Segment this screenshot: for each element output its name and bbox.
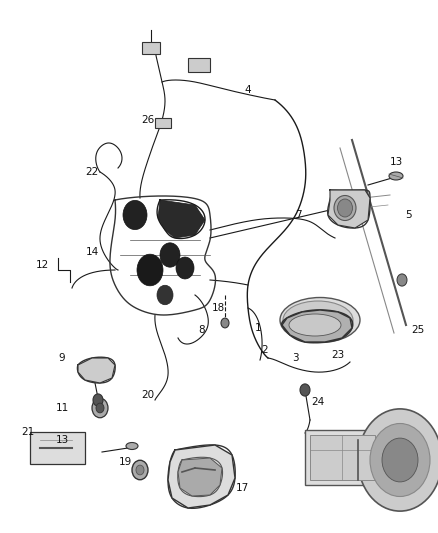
Circle shape — [93, 394, 103, 406]
Text: 26: 26 — [141, 115, 155, 125]
Text: 14: 14 — [85, 247, 99, 257]
Ellipse shape — [280, 297, 360, 343]
Bar — [142, 42, 160, 54]
Circle shape — [221, 318, 229, 328]
Ellipse shape — [283, 301, 353, 339]
Bar — [188, 58, 210, 72]
Text: 8: 8 — [199, 325, 205, 335]
Polygon shape — [282, 310, 352, 342]
Text: 17: 17 — [235, 483, 249, 493]
Circle shape — [160, 243, 180, 267]
Text: 24: 24 — [311, 397, 325, 407]
Circle shape — [176, 257, 194, 279]
Circle shape — [123, 200, 147, 230]
Bar — [30, 432, 85, 464]
Circle shape — [300, 384, 310, 396]
Ellipse shape — [389, 172, 403, 180]
Text: 13: 13 — [389, 157, 403, 167]
Ellipse shape — [338, 199, 353, 217]
Text: 18: 18 — [212, 303, 225, 313]
Circle shape — [137, 254, 163, 286]
Polygon shape — [78, 358, 115, 383]
Text: 7: 7 — [295, 210, 301, 220]
Text: 23: 23 — [332, 350, 345, 360]
Text: 2: 2 — [261, 345, 268, 355]
Text: 4: 4 — [245, 85, 251, 95]
Text: 22: 22 — [85, 167, 99, 177]
Circle shape — [358, 409, 438, 511]
Polygon shape — [328, 190, 370, 228]
Text: 21: 21 — [21, 427, 35, 437]
Ellipse shape — [334, 196, 356, 221]
Text: 11: 11 — [55, 403, 69, 413]
Polygon shape — [178, 458, 222, 496]
Bar — [155, 118, 171, 128]
Ellipse shape — [289, 314, 341, 336]
Circle shape — [370, 424, 430, 497]
Text: 9: 9 — [59, 353, 65, 363]
Bar — [310, 435, 375, 480]
Text: 12: 12 — [35, 260, 49, 270]
Circle shape — [136, 465, 144, 475]
Polygon shape — [158, 200, 205, 238]
Text: 13: 13 — [55, 435, 69, 445]
Text: 19: 19 — [118, 457, 132, 467]
Text: 5: 5 — [405, 210, 411, 220]
Text: 1: 1 — [254, 323, 261, 333]
Ellipse shape — [126, 442, 138, 449]
Bar — [305, 430, 380, 485]
Circle shape — [92, 398, 108, 418]
Circle shape — [96, 403, 104, 413]
Circle shape — [382, 438, 418, 482]
Circle shape — [397, 274, 407, 286]
Circle shape — [132, 461, 148, 480]
Circle shape — [157, 285, 173, 305]
Text: 20: 20 — [141, 390, 155, 400]
Text: 3: 3 — [292, 353, 298, 363]
Polygon shape — [168, 445, 235, 508]
Text: 25: 25 — [411, 325, 424, 335]
